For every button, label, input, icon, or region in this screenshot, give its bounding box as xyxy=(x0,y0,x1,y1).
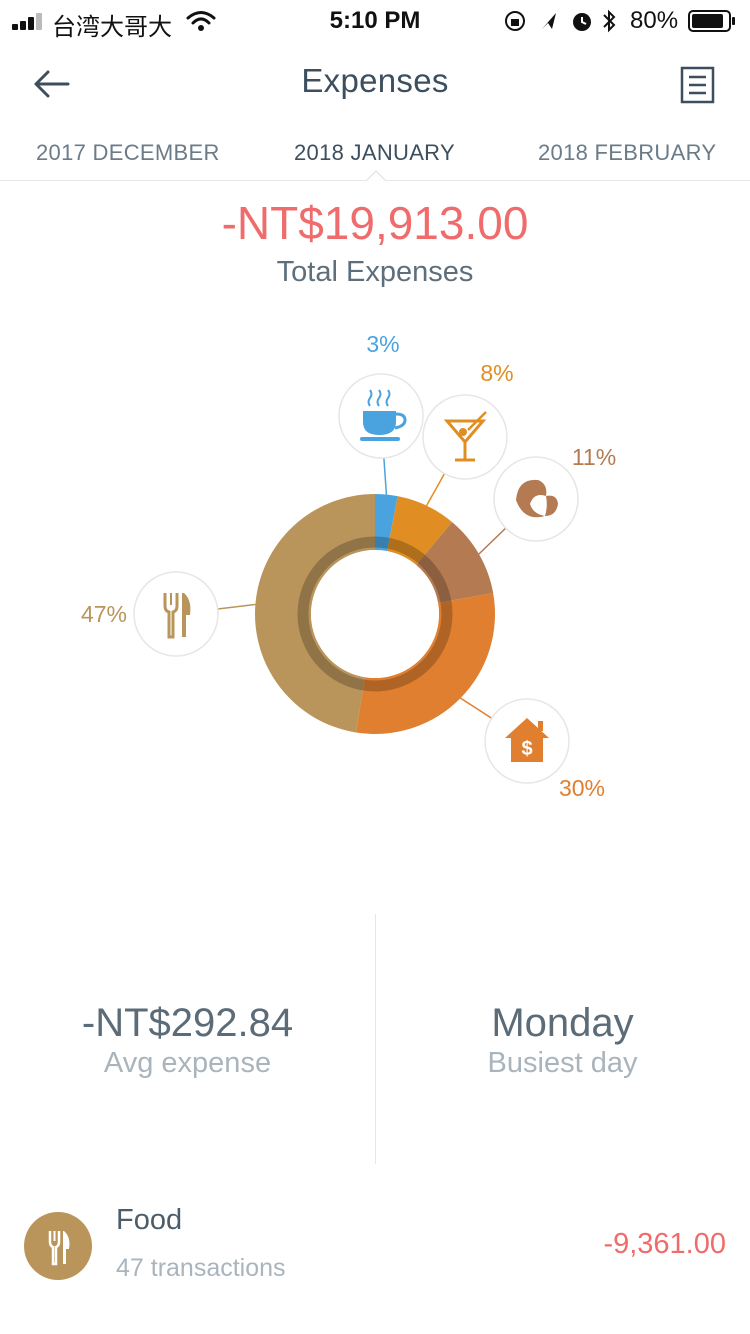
clock-time: 5:10 PM xyxy=(329,7,421,34)
stats-divider xyxy=(375,914,376,1164)
food-bubble[interactable] xyxy=(133,571,219,657)
arrow-left-icon[interactable] xyxy=(30,66,74,102)
svg-text:$: $ xyxy=(521,738,532,760)
slice-label-food: 47% xyxy=(81,601,127,627)
donut-slice-housing[interactable] xyxy=(356,593,495,734)
house-dollar-icon: $ xyxy=(505,718,549,762)
leader-line-food xyxy=(217,603,256,610)
leader-line-croissant xyxy=(478,527,507,555)
category-row-food[interactable]: Food 47 transactions -9,361.00 xyxy=(0,1180,750,1310)
housing-bubble[interactable]: $ xyxy=(484,698,570,784)
category-amount: -9,361.00 xyxy=(603,1228,726,1260)
active-tab-caret-icon xyxy=(366,170,386,181)
slice-label-croissant: 11% xyxy=(572,444,616,470)
donut-inner-ring xyxy=(297,536,453,692)
slice-label-coffee: 3% xyxy=(366,331,399,357)
avg-expense-label: Avg expense xyxy=(103,1047,272,1079)
tab-2018-february[interactable]: 2018 FEBRUARY xyxy=(538,140,717,165)
signal-strength-icon xyxy=(12,12,50,30)
donut-slice-food[interactable] xyxy=(254,494,375,733)
donut-hole xyxy=(311,550,439,678)
battery-percentage: 80% xyxy=(630,7,679,34)
tab-2017-december[interactable]: 2017 DECEMBER xyxy=(36,140,220,165)
donut-slice-cocktail[interactable] xyxy=(387,496,453,565)
status-bar: 台湾大哥大 5:10 PM 80% xyxy=(0,0,750,41)
donut-slice-croissant[interactable] xyxy=(416,522,494,603)
nav-header: Expenses xyxy=(0,44,750,124)
coffee-icon xyxy=(360,389,407,441)
document-list-icon[interactable] xyxy=(680,66,716,104)
wifi-icon xyxy=(186,11,216,31)
expense-donut-chart: $ 3% 8% 11% 30% 47% xyxy=(81,331,616,801)
leader-line-coffee xyxy=(383,457,388,495)
carrier-name: 台湾大哥大 xyxy=(52,14,172,41)
category-name: Food xyxy=(116,1204,183,1236)
busiest-day-label: Busiest day xyxy=(487,1047,638,1079)
slice-label-housing: 30% xyxy=(559,775,605,801)
slice-label-cocktail: 8% xyxy=(480,360,513,386)
cocktail-icon xyxy=(443,411,487,462)
leader-line-housing xyxy=(460,697,493,719)
avg-expense-value: -NT$292.84 xyxy=(81,1001,294,1045)
total-expenses-label: Total Expenses xyxy=(276,256,474,288)
busiest-day-value: Monday xyxy=(491,1001,634,1045)
tab-2018-january[interactable]: 2018 JANUARY xyxy=(294,140,455,165)
battery-icon xyxy=(688,10,735,32)
system-status-icons xyxy=(505,9,616,33)
cocktail-bubble[interactable] xyxy=(422,394,508,480)
leader-line-cocktail xyxy=(425,473,446,507)
croissant-bubble[interactable] xyxy=(493,456,579,542)
donut-slice-coffee[interactable] xyxy=(375,494,398,552)
coffee-bubble[interactable] xyxy=(338,373,424,459)
total-expenses-amount: -NT$19,913.00 xyxy=(221,197,529,249)
page-title: Expenses xyxy=(301,62,449,99)
croissant-icon xyxy=(516,479,558,518)
busiest-day-stat: Monday Busiest day xyxy=(375,1000,750,1080)
fork-knife-icon xyxy=(163,593,191,639)
fork-knife-icon xyxy=(24,1212,92,1280)
month-tabs: 2017 DECEMBER 2018 JANUARY 2018 FEBRUARY xyxy=(0,136,750,181)
avg-expense-stat: -NT$292.84 Avg expense xyxy=(0,1000,375,1080)
category-transaction-count: 47 transactions xyxy=(116,1254,286,1282)
